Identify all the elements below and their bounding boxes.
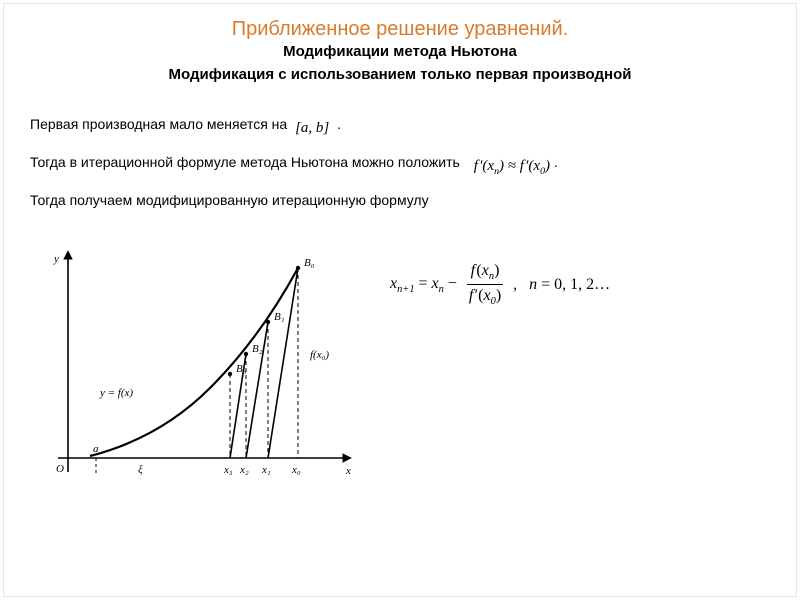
svg-text:y = f(x): y = f(x) [99,387,133,399]
formula-numerator: f (xn) [467,262,504,286]
iteration-formula: xn+1 = xn − f (xn) f ′(x0) , n = 0, 1, 2… [390,262,770,308]
line2-prefix: Тогда в итерационной формуле метода Ньют… [30,154,464,170]
formula-fraction: f (xn) f ′(x0) [465,262,505,308]
graph-container: Ox y y = f(x) a ξ x₀ x₁ x₂ x₃ B₀ B₁ B₂ B₃ f(x₀) [30,232,360,503]
content-row: Ox y y = f(x) a ξ x₀ x₁ x₂ x₃ B₀ B₁ B₂ B₃ f(x₀) xn+1 … [30,232,770,503]
svg-text:B₃: B₃ [236,363,247,375]
svg-text:O: O [56,463,64,475]
svg-text:B₂: B₂ [252,343,263,355]
body-text: Первая производная мало меняется на [a, … [30,111,770,214]
svg-text:a: a [93,443,99,455]
title-sub1: Модификации метода Ньютона [30,43,770,60]
svg-text:ξ: ξ [138,464,143,476]
line1-suffix: . [337,116,341,132]
svg-text:x₁: x₁ [261,464,271,476]
svg-text:x₀: x₀ [291,464,301,476]
formula-denominator: f ′(x0) [465,285,505,308]
svg-text:x₃: x₃ [223,464,233,476]
title-main: Приближенное решение уравнений. [30,18,770,41]
svg-text:x₂: x₂ [239,464,249,476]
formula-lhs: xn+1 = xn − [390,275,457,295]
line1-prefix: Первая производная мало меняется на [30,116,291,132]
formula-container: xn+1 = xn − f (xn) f ′(x0) , n = 0, 1, 2… [360,232,770,308]
interval-ab: [a, b] [295,114,329,143]
svg-text:B₀: B₀ [304,257,315,269]
line-2: Тогда в итерационной формуле метода Ньют… [30,149,770,182]
svg-text:y: y [53,253,59,265]
line-3: Тогда получаем модифицированную итерацио… [30,187,770,214]
approx-formula: f ′(xn) ≈ f ′(x0) [474,152,550,182]
svg-text:B₁: B₁ [274,311,285,323]
svg-text:f(x₀): f(x₀) [310,349,329,361]
line2-suffix: . [554,154,558,170]
slide: Приближенное решение уравнений. Модифика… [0,0,800,600]
graph-svg: Ox y y = f(x) a ξ x₀ x₁ x₂ x₃ B₀ B₁ B₂ B₃ f(x₀) [30,238,360,498]
line-1: Первая производная мало меняется на [a, … [30,111,770,143]
svg-text:x: x [345,465,351,477]
title-sub2: Модификация с использованием только перв… [30,66,770,83]
formula-tail: , n = 0, 1, 2… [513,276,610,294]
